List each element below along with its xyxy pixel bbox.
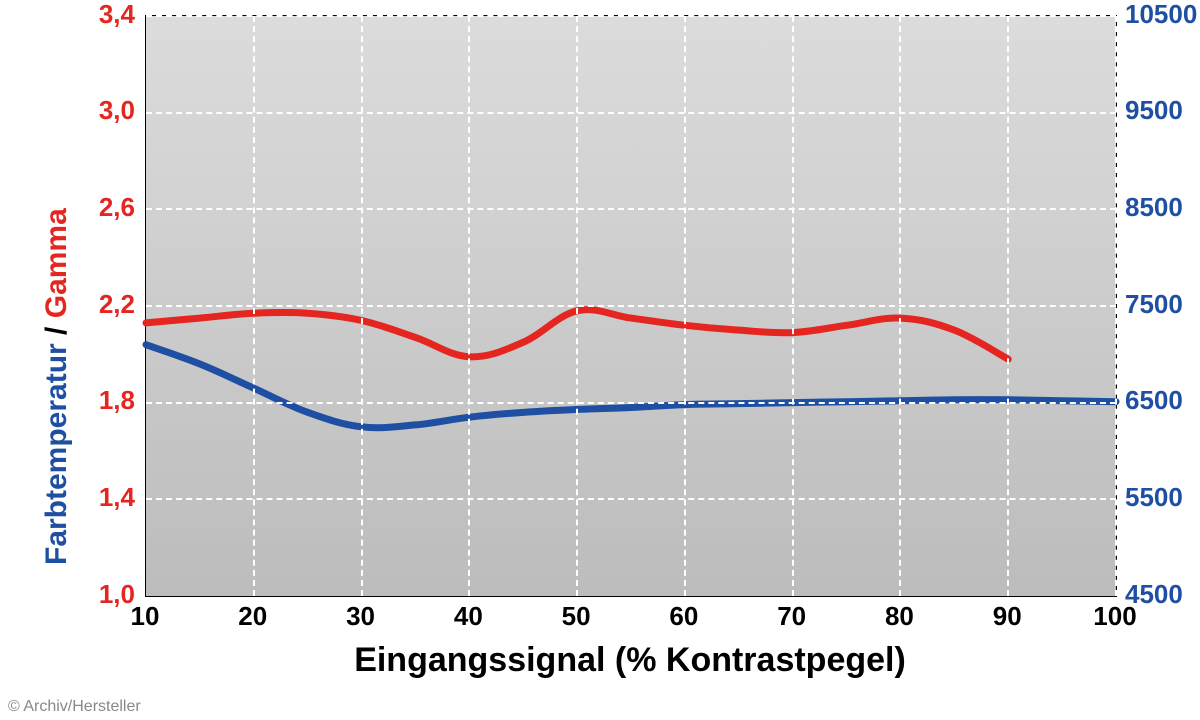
y-right-tick-label: 5500 xyxy=(1125,482,1183,513)
grid-line-vertical xyxy=(899,16,901,596)
y-right-tick-label: 10500 xyxy=(1125,0,1197,30)
x-tick-label: 90 xyxy=(977,601,1037,632)
grid-line-vertical xyxy=(253,16,255,596)
y-left-tick-label: 2,2 xyxy=(75,289,135,320)
image-credit: © Archiv/Hersteller xyxy=(0,694,149,720)
grid-line-vertical xyxy=(792,16,794,596)
y-axis-title-gamma: Gamma xyxy=(40,208,73,318)
y-left-tick-label: 1,8 xyxy=(75,385,135,416)
grid-line-vertical xyxy=(468,16,470,596)
x-axis-title: Eingangssignal (% Kontrastpegel) xyxy=(145,641,1115,680)
x-tick-label: 70 xyxy=(762,601,822,632)
grid-line-horizontal xyxy=(146,15,1116,17)
x-tick-label: 100 xyxy=(1085,601,1145,632)
plot-area xyxy=(145,15,1117,597)
x-tick-label: 60 xyxy=(654,601,714,632)
y-left-tick-label: 3,0 xyxy=(75,95,135,126)
y-left-tick-label: 2,6 xyxy=(75,192,135,223)
y-axis-title-separator: / xyxy=(40,318,73,343)
y-axis-title: Farbtemperatur / Gamma xyxy=(40,208,74,565)
grid-line-horizontal xyxy=(146,402,1116,404)
x-tick-label: 10 xyxy=(115,601,175,632)
grid-line-vertical xyxy=(1007,16,1009,596)
y-axis-title-farbtemperatur: Farbtemperatur xyxy=(40,343,73,565)
x-tick-label: 50 xyxy=(546,601,606,632)
x-tick-label: 30 xyxy=(331,601,391,632)
grid-line-horizontal xyxy=(146,498,1116,500)
grid-line-vertical xyxy=(684,16,686,596)
y-right-tick-label: 9500 xyxy=(1125,95,1183,126)
x-tick-label: 20 xyxy=(223,601,283,632)
y-left-tick-label: 1,4 xyxy=(75,482,135,513)
grid-line-vertical xyxy=(1115,16,1117,596)
x-tick-label: 40 xyxy=(438,601,498,632)
grid-line-horizontal xyxy=(146,305,1116,307)
y-right-tick-label: 6500 xyxy=(1125,385,1183,416)
y-right-tick-label: 7500 xyxy=(1125,289,1183,320)
grid-line-horizontal xyxy=(146,112,1116,114)
chart-container: Eingangssignal (% Kontrastpegel) Farbtem… xyxy=(0,0,1200,720)
grid-line-vertical xyxy=(576,16,578,596)
series-farbtemperatur xyxy=(146,345,1116,428)
x-tick-label: 80 xyxy=(869,601,929,632)
grid-line-vertical xyxy=(361,16,363,596)
grid-line-horizontal xyxy=(146,208,1116,210)
y-left-tick-label: 3,4 xyxy=(75,0,135,30)
y-right-tick-label: 8500 xyxy=(1125,192,1183,223)
